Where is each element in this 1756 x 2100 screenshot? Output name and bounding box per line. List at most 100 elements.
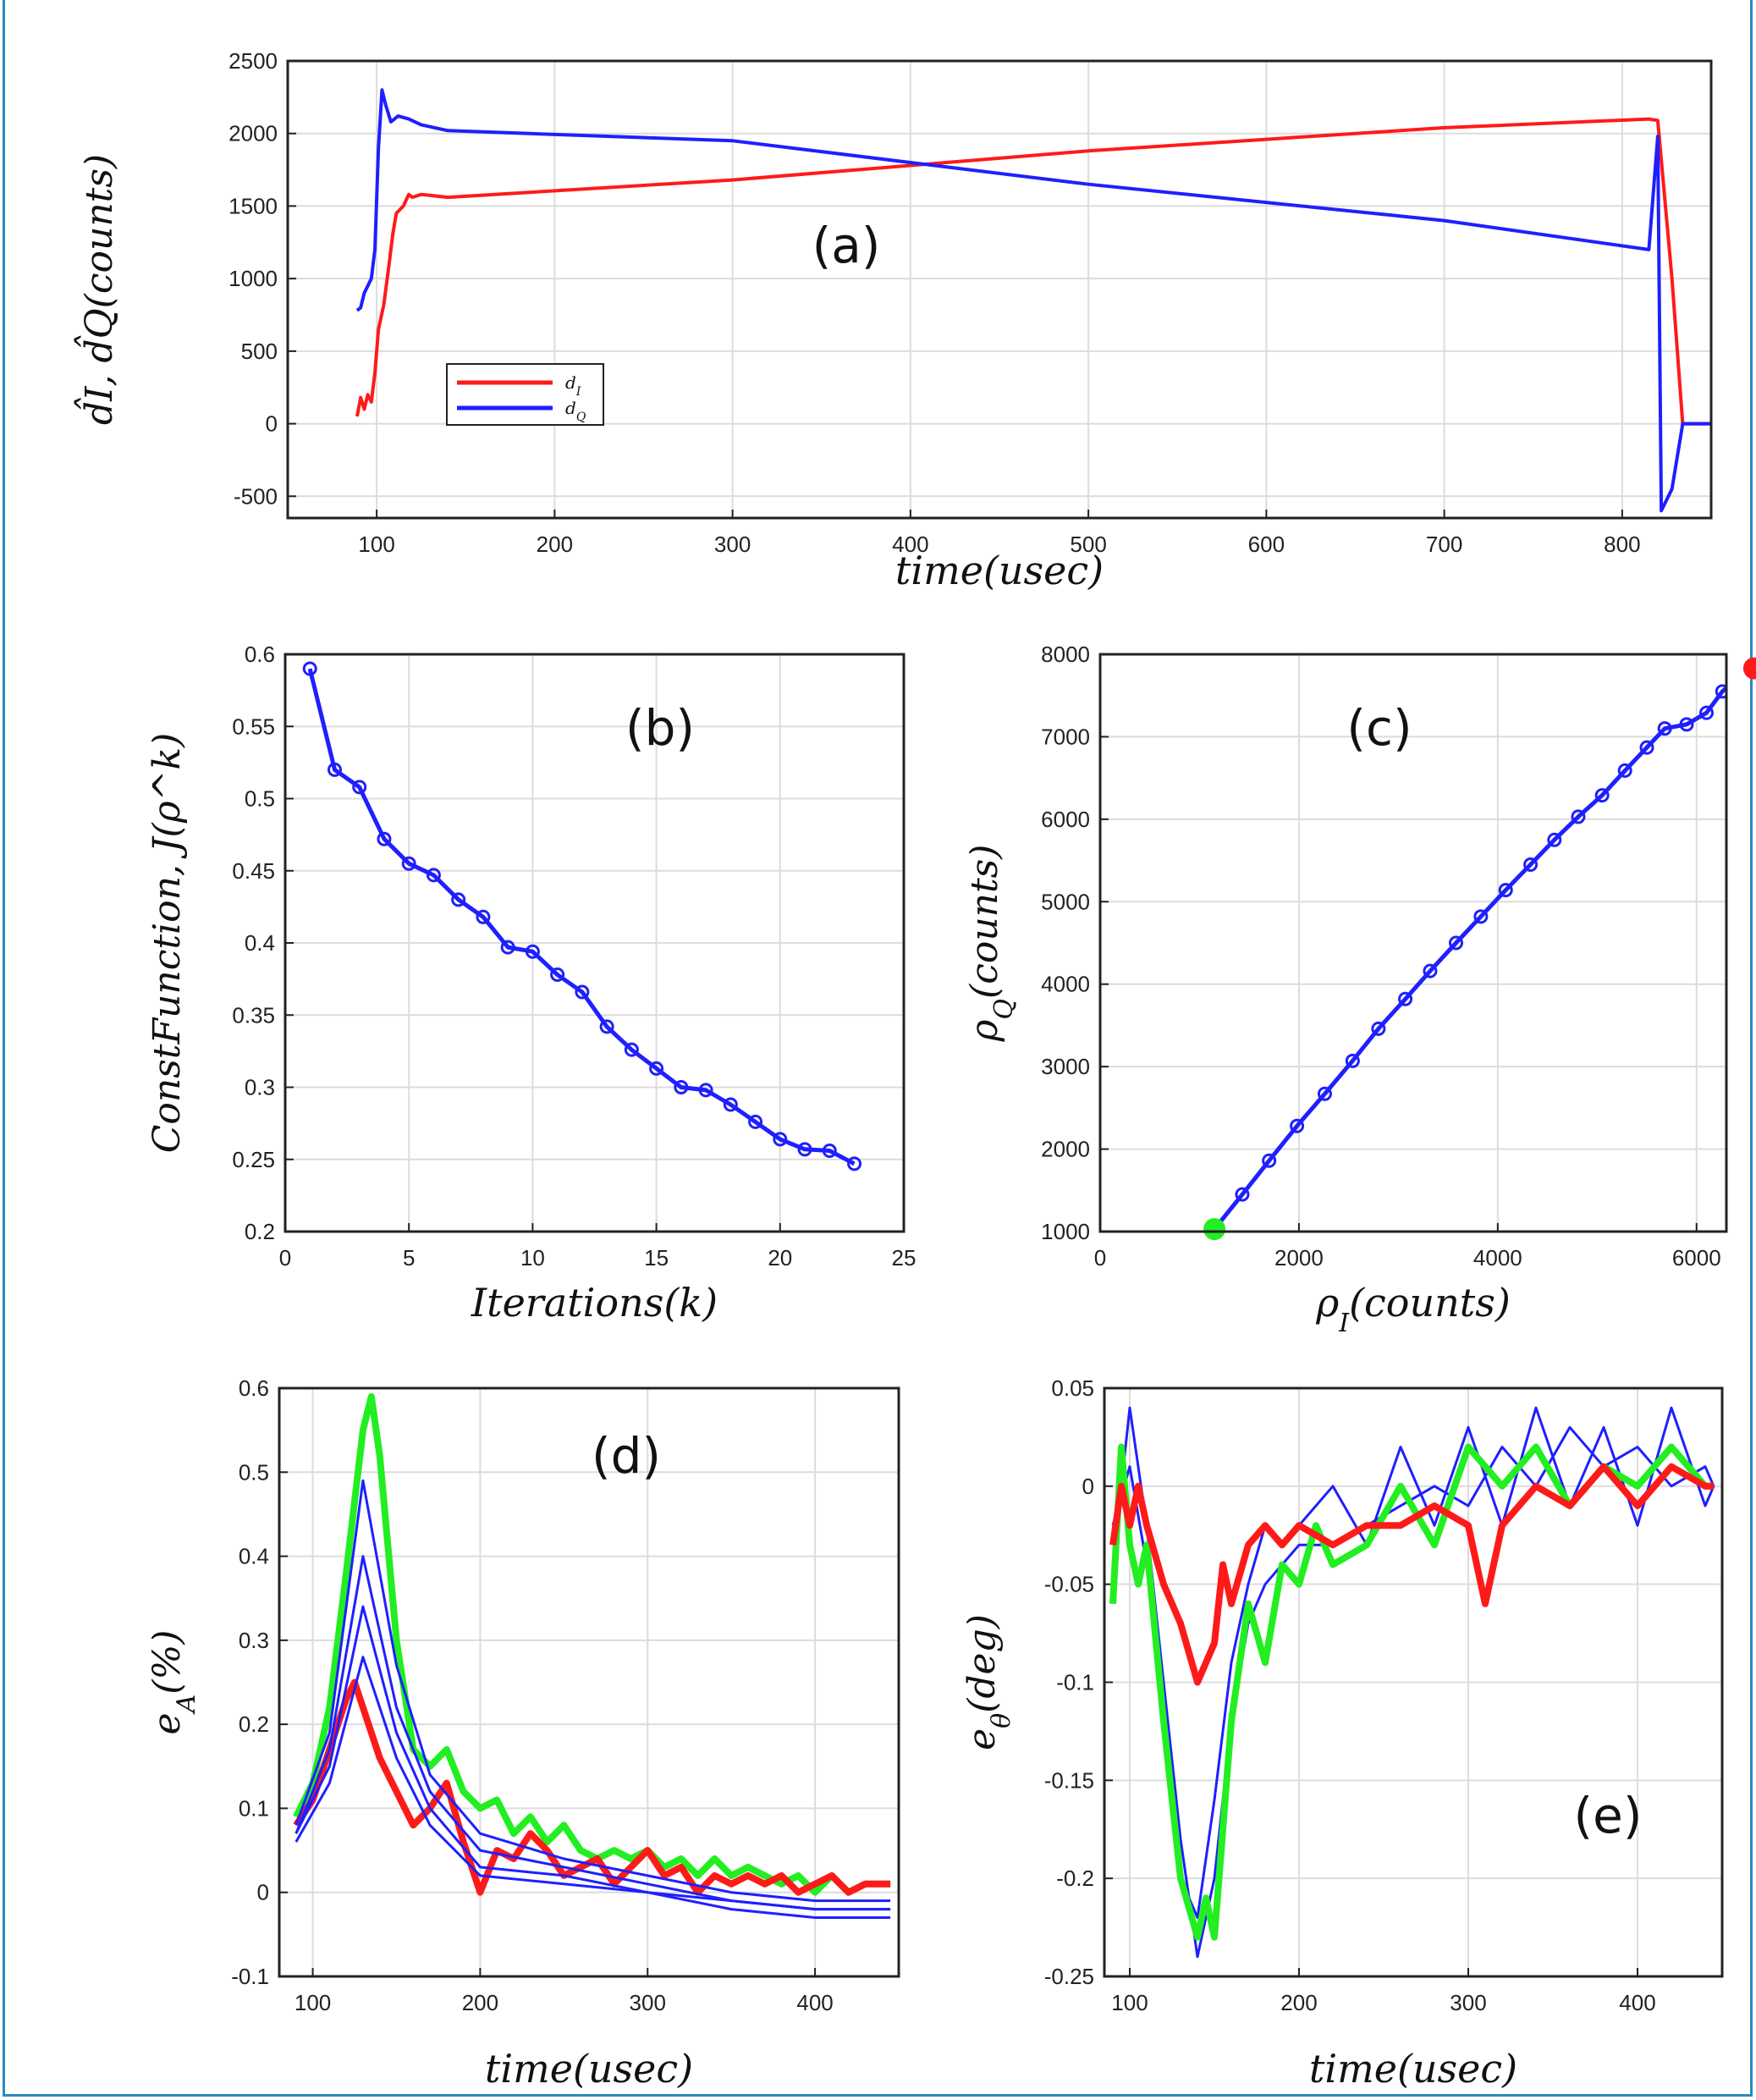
data-point [1345,1053,1360,1068]
x-tick-label: 10 [520,1245,545,1270]
x-tick-label: 5 [403,1245,415,1270]
legend-entry-d_Q: dQ [565,398,586,424]
x-tick-label: 300 [714,532,751,557]
x-tick-label: 100 [1111,1990,1148,2015]
data-point [451,892,466,907]
data-point [773,1132,788,1147]
data-point [525,944,540,959]
marker-start [1203,1218,1226,1241]
data-point [550,967,565,983]
data-point [1715,684,1726,699]
y-tick-label: 5000 [1041,889,1090,914]
plot-area [293,1392,891,1919]
data-point [1473,909,1489,924]
marker-end [1742,657,1756,680]
plot-area [355,88,1711,513]
y-tick-label: 0.55 [232,714,275,739]
panel-label: (d) [592,1427,661,1485]
y-tick-label: 3000 [1041,1054,1090,1079]
data-point [500,940,515,955]
data-point [401,856,416,871]
x-tick-label: 20 [768,1245,792,1270]
data-point [822,1144,837,1159]
x-tick-label: 15 [644,1245,669,1270]
panel-label: (e) [1574,1787,1643,1844]
x-tick-label: 2000 [1274,1245,1324,1270]
data-point [1547,832,1562,847]
y-tick-label: 1000 [1041,1219,1090,1244]
page-frame [3,0,1753,2097]
x-axis-label: time(usec) [485,2046,693,2092]
series-line-blue [307,668,856,1166]
panel-label: (b) [625,699,695,757]
y-tick-label: -0.2 [1056,1866,1094,1891]
data-point [1594,788,1610,803]
x-tick-label: 0 [1094,1245,1106,1270]
y-axis-label: d̂I, d̂Q(counts) [72,154,121,425]
x-tick-label: 400 [1619,1990,1655,2015]
panel-c: 0 2000 4000 6000 1000 2000 3000 4000 5000 6000 700… [963,642,1756,1338]
y-axis-label: eθ(deg) [961,1614,1016,1750]
data-point [674,1080,689,1094]
x-tick-label: 25 [892,1245,917,1270]
y-tick-label: 0 [1082,1474,1094,1499]
y-tick-label: -0.1 [1056,1670,1094,1695]
y-tick-label: 0.05 [1051,1375,1094,1401]
data-point [1699,705,1715,720]
data-point [1617,763,1632,778]
x-axis-label: Iterations(k) [471,1280,718,1326]
y-tick-label: 0 [257,1880,269,1905]
data-point [797,1142,812,1157]
y-tick-label: -500 [234,483,278,509]
data-point [1423,963,1438,978]
data-point [1262,1153,1277,1168]
series-line-blue [295,1605,891,1911]
panel-e: 100 200 300 400 -0.25 -0.2 -0.15 -0.1 -0.05 0 0.05… [961,1375,1724,2092]
series-line-green [293,1392,891,1896]
axes-frame [286,59,1713,520]
y-tick-label: 0.45 [232,858,275,884]
y-tick-label: 4000 [1041,972,1090,997]
series-line-d_Q [355,88,1711,513]
y-tick-label: 0.35 [232,1002,275,1028]
plot-area [302,661,862,1171]
data-point [599,1019,614,1034]
x-tick-label: 700 [1426,532,1462,557]
series-line-blue [295,1656,891,1919]
data-point [1725,679,1726,687]
x-tick-label: 200 [1280,1990,1317,2015]
panel-label: (a) [812,217,881,274]
data-point [847,1156,862,1171]
y-tick-label: 0.6 [239,1375,269,1401]
data-point [698,1083,713,1098]
y-axis-label: eA(%) [146,1630,201,1735]
x-tick-label: 200 [537,532,573,557]
y-tick-label: 0.2 [239,1711,269,1737]
x-tick-label: 300 [630,1990,666,2015]
data-point [426,868,441,883]
legend-box [446,363,604,426]
axes-frame [1098,653,1728,1233]
y-tick-label: 8000 [1041,642,1090,667]
x-tick-label: 4000 [1473,1245,1522,1270]
y-tick-label: 2500 [228,48,278,74]
data-point [1498,883,1513,898]
data-point [1290,1118,1305,1133]
data-point [302,661,317,676]
y-tick-label: -0.25 [1044,1964,1094,1989]
data-point [352,780,367,795]
series-line-blue [295,1479,891,1903]
data-point [723,1097,738,1112]
y-tick-label: 0.4 [245,930,275,956]
y-tick-label: -0.15 [1044,1767,1094,1793]
y-tick-label: 0.3 [239,1628,269,1653]
data-point [327,762,342,777]
data-point [1398,991,1413,1006]
x-tick-label: 100 [295,1990,331,2015]
data-point [1571,809,1586,824]
data-point [377,831,392,846]
y-axis-label: ConstFunction, J(ρ^k) [146,733,189,1154]
x-tick-label: 0 [279,1245,291,1270]
series-line-red [1109,1463,1714,1686]
